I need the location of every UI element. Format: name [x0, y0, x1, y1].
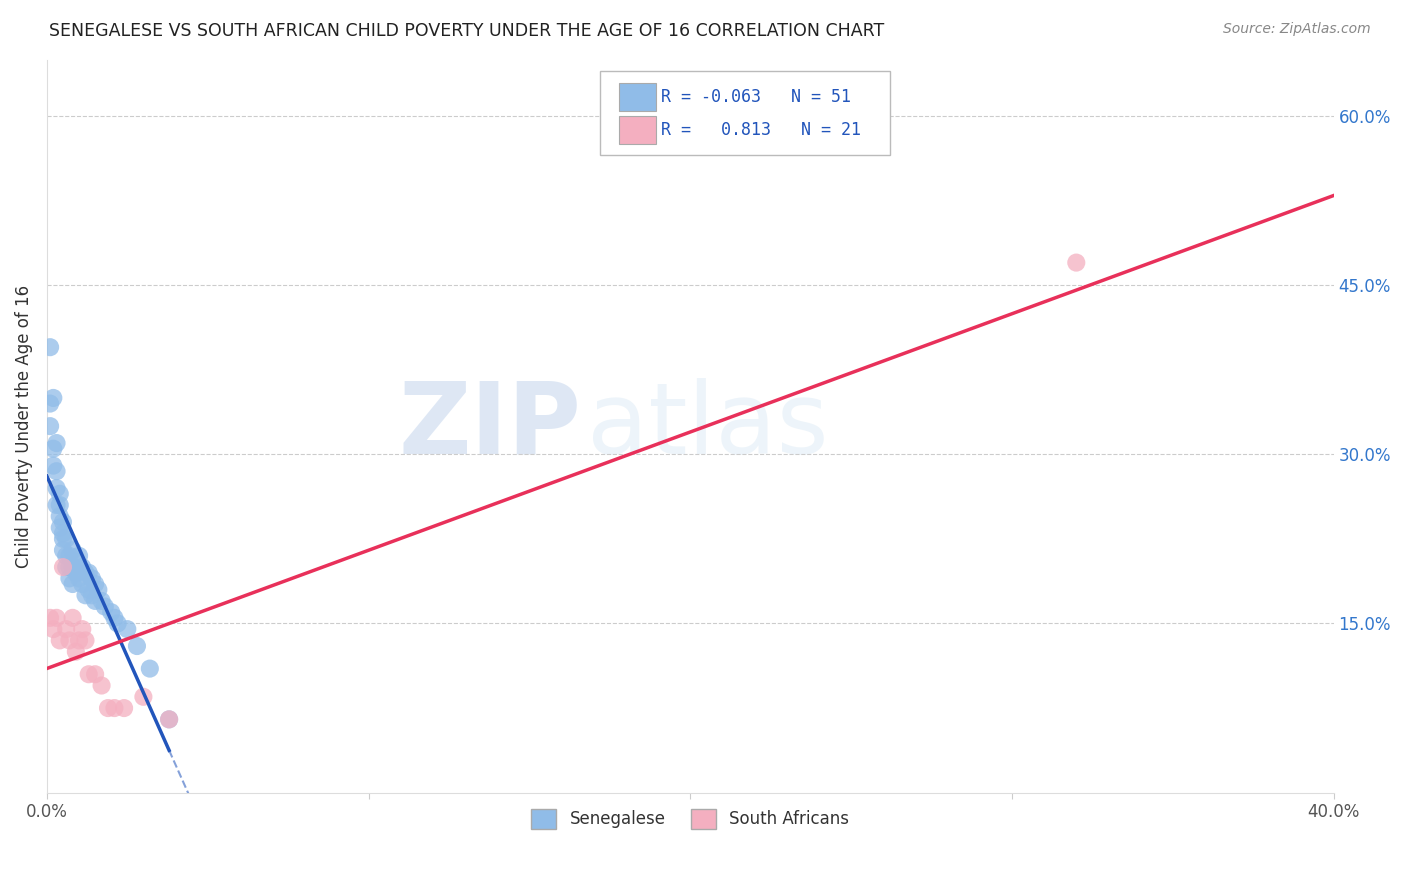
- Point: [55, 622, 77, 636]
- Point: [139, 662, 162, 676]
- Point: [42, 442, 65, 456]
- Text: Source: ZipAtlas.com: Source: ZipAtlas.com: [1223, 22, 1371, 37]
- Text: R = -0.063   N = 51: R = -0.063 N = 51: [661, 88, 851, 106]
- Point: [94, 599, 117, 614]
- Text: SENEGALESE VS SOUTH AFRICAN CHILD POVERTY UNDER THE AGE OF 16 CORRELATION CHART: SENEGALESE VS SOUTH AFRICAN CHILD POVERT…: [49, 22, 884, 40]
- Point: [39, 419, 62, 434]
- FancyBboxPatch shape: [620, 116, 655, 144]
- Point: [45, 498, 67, 512]
- Point: [65, 566, 87, 580]
- Point: [52, 532, 75, 546]
- Point: [52, 526, 75, 541]
- Point: [58, 549, 80, 563]
- Point: [72, 577, 94, 591]
- Point: [52, 515, 75, 529]
- Point: [75, 633, 97, 648]
- Point: [45, 481, 67, 495]
- Point: [90, 679, 112, 693]
- Text: ZIP: ZIP: [398, 377, 581, 475]
- Point: [72, 622, 94, 636]
- Point: [103, 701, 125, 715]
- Point: [80, 588, 103, 602]
- Point: [77, 582, 100, 597]
- Point: [100, 605, 122, 619]
- Point: [49, 498, 72, 512]
- Text: atlas: atlas: [588, 377, 830, 475]
- Y-axis label: Child Poverty Under the Age of 16: Child Poverty Under the Age of 16: [15, 285, 32, 567]
- Point: [84, 577, 107, 591]
- Point: [55, 560, 77, 574]
- Point: [77, 667, 100, 681]
- Point: [62, 543, 84, 558]
- Point: [62, 560, 84, 574]
- Point: [77, 566, 100, 580]
- Point: [49, 521, 72, 535]
- Point: [39, 340, 62, 354]
- Point: [45, 464, 67, 478]
- Text: R =   0.813   N = 21: R = 0.813 N = 21: [661, 121, 860, 139]
- Point: [107, 616, 129, 631]
- Point: [49, 487, 72, 501]
- Point: [55, 532, 77, 546]
- Point: [67, 571, 90, 585]
- Point: [157, 712, 180, 726]
- Point: [67, 549, 90, 563]
- Point: [97, 701, 120, 715]
- Point: [49, 633, 72, 648]
- Point: [42, 458, 65, 473]
- Point: [45, 611, 67, 625]
- Point: [112, 701, 135, 715]
- Point: [58, 633, 80, 648]
- Point: [103, 611, 125, 625]
- Point: [87, 582, 110, 597]
- Point: [1064, 255, 1087, 269]
- Point: [80, 571, 103, 585]
- Point: [157, 712, 180, 726]
- Point: [45, 436, 67, 450]
- Point: [55, 549, 77, 563]
- Point: [52, 543, 75, 558]
- Point: [65, 645, 87, 659]
- Point: [72, 560, 94, 574]
- Point: [39, 396, 62, 410]
- Point: [90, 594, 112, 608]
- FancyBboxPatch shape: [620, 83, 655, 111]
- Point: [75, 566, 97, 580]
- Point: [62, 611, 84, 625]
- Legend: Senegalese, South Africans: Senegalese, South Africans: [524, 802, 856, 836]
- Point: [132, 690, 155, 704]
- FancyBboxPatch shape: [600, 70, 890, 155]
- Point: [67, 633, 90, 648]
- Point: [58, 560, 80, 574]
- Point: [62, 577, 84, 591]
- Point: [117, 622, 139, 636]
- Point: [125, 639, 148, 653]
- Point: [52, 560, 75, 574]
- Point: [49, 509, 72, 524]
- Point: [84, 594, 107, 608]
- Point: [42, 391, 65, 405]
- Point: [39, 611, 62, 625]
- Point: [75, 588, 97, 602]
- Point: [58, 571, 80, 585]
- Point: [65, 554, 87, 568]
- Point: [84, 667, 107, 681]
- Point: [42, 622, 65, 636]
